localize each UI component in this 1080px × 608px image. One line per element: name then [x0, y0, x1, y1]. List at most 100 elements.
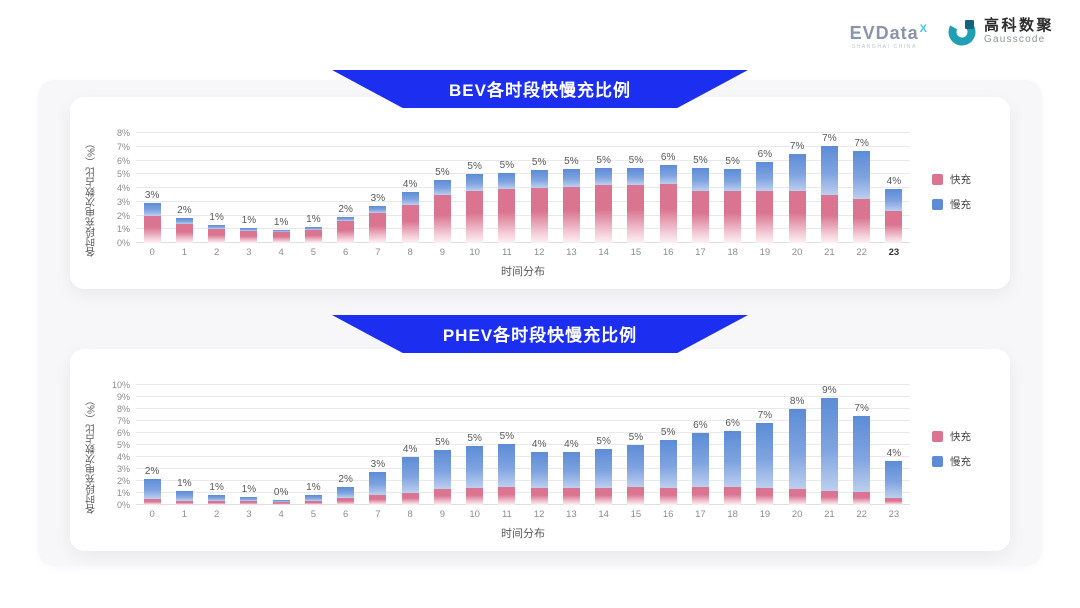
bar-segment-fast-charge[interactable] [530, 488, 548, 505]
bar-segment-slow-charge[interactable] [143, 203, 161, 216]
bar-segment-slow-charge[interactable] [498, 172, 516, 190]
legend-item-fast-charge[interactable]: 快充 [932, 172, 1002, 187]
bar-segment-fast-charge[interactable] [208, 501, 226, 505]
bar-segment-slow-charge[interactable] [820, 146, 838, 195]
bar-segment-slow-charge[interactable] [369, 472, 387, 496]
bar-segment-slow-charge[interactable] [369, 205, 387, 213]
bar-segment-fast-charge[interactable] [724, 487, 742, 505]
legend-item-fast-charge[interactable]: 快充 [932, 429, 1002, 444]
bar-segment-slow-charge[interactable] [466, 174, 484, 191]
legend-item-slow-charge[interactable]: 慢充 [932, 197, 1002, 212]
bar-segment-fast-charge[interactable] [691, 190, 709, 243]
bar-segment-slow-charge[interactable] [304, 494, 322, 502]
bar-segment-slow-charge[interactable] [466, 446, 484, 489]
bar-segment-slow-charge[interactable] [304, 227, 322, 230]
bar-segment-slow-charge[interactable] [691, 433, 709, 487]
bar-segment-slow-charge[interactable] [627, 168, 645, 186]
bar-segment-fast-charge[interactable] [885, 497, 903, 505]
bar-segment-fast-charge[interactable] [369, 495, 387, 505]
bar-segment-slow-charge[interactable] [401, 192, 419, 205]
bar-segment-slow-charge[interactable] [208, 495, 226, 502]
bar-segment-slow-charge[interactable] [627, 445, 645, 487]
bar-segment-fast-charge[interactable] [304, 229, 322, 243]
bar-segment-slow-charge[interactable] [433, 179, 451, 195]
bar-segment-slow-charge[interactable] [562, 168, 580, 187]
bar-segment-fast-charge[interactable] [175, 223, 193, 243]
bar-segment-slow-charge[interactable] [272, 229, 290, 232]
bar-segment-slow-charge[interactable] [595, 448, 613, 489]
bar-segment-fast-charge[interactable] [820, 490, 838, 505]
bar-segment-fast-charge[interactable] [272, 232, 290, 243]
bar-segment-slow-charge[interactable] [530, 170, 548, 188]
bar-segment-fast-charge[interactable] [756, 190, 774, 243]
bar-segment-slow-charge[interactable] [691, 168, 709, 191]
bar-segment-slow-charge[interactable] [885, 460, 903, 498]
bar-segment-fast-charge[interactable] [756, 488, 774, 505]
bar-segment-fast-charge[interactable] [498, 189, 516, 243]
bar-segment-slow-charge[interactable] [756, 423, 774, 489]
bar-segment-fast-charge[interactable] [820, 194, 838, 243]
bar-segment-fast-charge[interactable] [433, 489, 451, 505]
bar-segment-slow-charge[interactable] [756, 161, 774, 191]
bar-segment-slow-charge[interactable] [433, 449, 451, 490]
bar-segment-slow-charge[interactable] [272, 499, 290, 502]
bar-segment-fast-charge[interactable] [659, 183, 677, 243]
bar-segment-slow-charge[interactable] [820, 398, 838, 491]
bar-segment-fast-charge[interactable] [627, 185, 645, 243]
bar-segment-fast-charge[interactable] [304, 501, 322, 505]
bar-segment-slow-charge[interactable] [659, 440, 677, 489]
bar-segment-fast-charge[interactable] [143, 215, 161, 243]
bar-segment-fast-charge[interactable] [595, 488, 613, 505]
bar-segment-slow-charge[interactable] [659, 164, 677, 184]
bar-segment-fast-charge[interactable] [272, 502, 290, 505]
bar-segment-fast-charge[interactable] [466, 488, 484, 505]
bar-segment-slow-charge[interactable] [788, 409, 806, 490]
bar-segment-fast-charge[interactable] [691, 487, 709, 505]
bar-segment-slow-charge[interactable] [143, 478, 161, 499]
bar-segment-slow-charge[interactable] [853, 416, 871, 492]
bar-segment-slow-charge[interactable] [498, 443, 516, 487]
bar-segment-fast-charge[interactable] [240, 501, 258, 505]
bar-segment-slow-charge[interactable] [175, 217, 193, 224]
bar-segment-fast-charge[interactable] [853, 199, 871, 243]
bar-segment-fast-charge[interactable] [466, 190, 484, 243]
bar-segment-slow-charge[interactable] [595, 168, 613, 186]
bar-segment-slow-charge[interactable] [175, 490, 193, 501]
bar-segment-fast-charge[interactable] [627, 487, 645, 505]
bar-segment-fast-charge[interactable] [595, 185, 613, 243]
bar-segment-fast-charge[interactable] [369, 212, 387, 243]
bar-segment-fast-charge[interactable] [724, 190, 742, 243]
bar-segment-slow-charge[interactable] [401, 457, 419, 493]
bar-segment-fast-charge[interactable] [401, 204, 419, 243]
bar-segment-fast-charge[interactable] [788, 489, 806, 505]
bar-segment-slow-charge[interactable] [724, 430, 742, 487]
bar-segment-slow-charge[interactable] [562, 452, 580, 489]
bar-segment-slow-charge[interactable] [208, 225, 226, 230]
bar-segment-slow-charge[interactable] [240, 227, 258, 232]
bar-segment-fast-charge[interactable] [562, 488, 580, 505]
bar-segment-slow-charge[interactable] [337, 487, 355, 498]
bar-segment-fast-charge[interactable] [208, 229, 226, 243]
legend-item-slow-charge[interactable]: 慢充 [932, 454, 1002, 469]
bar-segment-slow-charge[interactable] [788, 153, 806, 191]
bar-segment-fast-charge[interactable] [143, 499, 161, 505]
bar-segment-fast-charge[interactable] [240, 231, 258, 243]
bar-segment-slow-charge[interactable] [530, 451, 548, 489]
bar-segment-fast-charge[interactable] [175, 500, 193, 505]
bar-segment-slow-charge[interactable] [337, 216, 355, 221]
bar-segment-fast-charge[interactable] [433, 194, 451, 243]
bar-segment-fast-charge[interactable] [530, 188, 548, 243]
bar-segment-slow-charge[interactable] [724, 168, 742, 191]
bar-segment-fast-charge[interactable] [885, 211, 903, 243]
bar-segment-slow-charge[interactable] [853, 150, 871, 199]
bar-segment-slow-charge[interactable] [885, 189, 903, 212]
bar-segment-slow-charge[interactable] [240, 497, 258, 502]
bar-segment-fast-charge[interactable] [659, 488, 677, 505]
bar-segment-fast-charge[interactable] [788, 190, 806, 243]
bar-segment-fast-charge[interactable] [853, 491, 871, 505]
bar-segment-fast-charge[interactable] [562, 186, 580, 243]
bar-segment-fast-charge[interactable] [337, 497, 355, 505]
bar-segment-fast-charge[interactable] [337, 221, 355, 243]
bar-segment-fast-charge[interactable] [401, 493, 419, 505]
bar-segment-fast-charge[interactable] [498, 487, 516, 505]
